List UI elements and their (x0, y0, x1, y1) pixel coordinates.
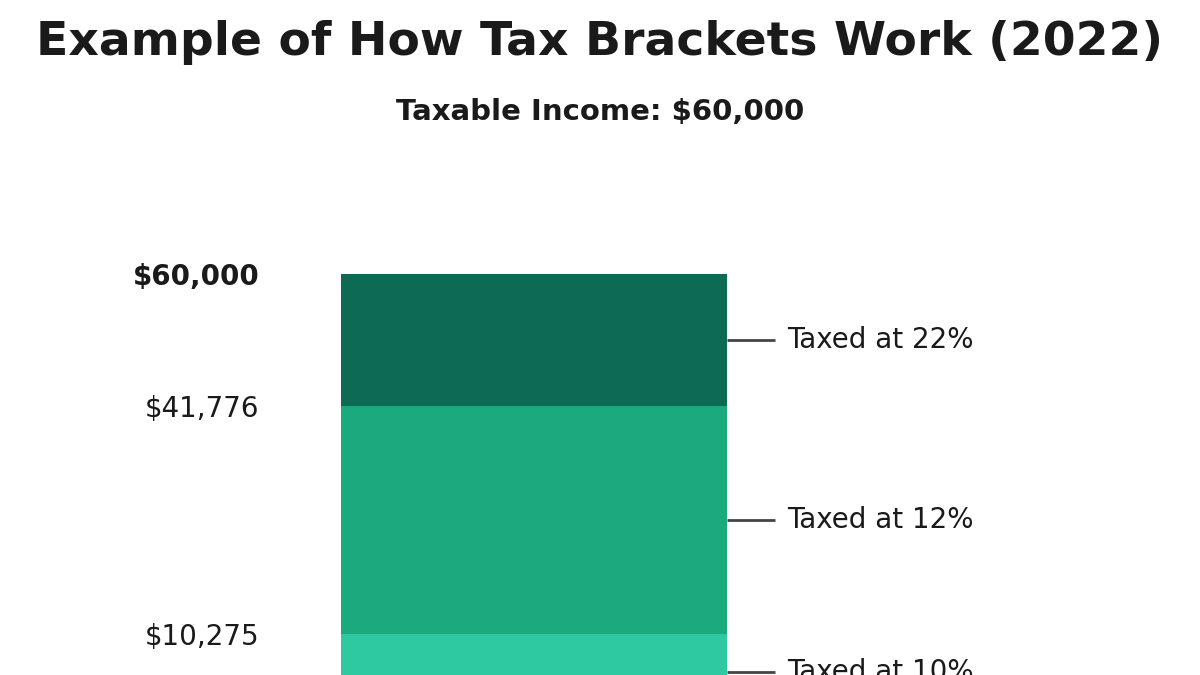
Bar (341, 634, 727, 675)
Text: Taxed at 12%: Taxed at 12% (787, 506, 973, 534)
Text: Taxable Income: $60,000: Taxable Income: $60,000 (396, 98, 804, 126)
Bar (341, 274, 727, 406)
Bar (341, 406, 727, 634)
Text: Taxed at 10%: Taxed at 10% (787, 657, 973, 675)
Text: Taxed at 22%: Taxed at 22% (787, 326, 973, 354)
Text: Example of How Tax Brackets Work (2022): Example of How Tax Brackets Work (2022) (36, 20, 1164, 65)
